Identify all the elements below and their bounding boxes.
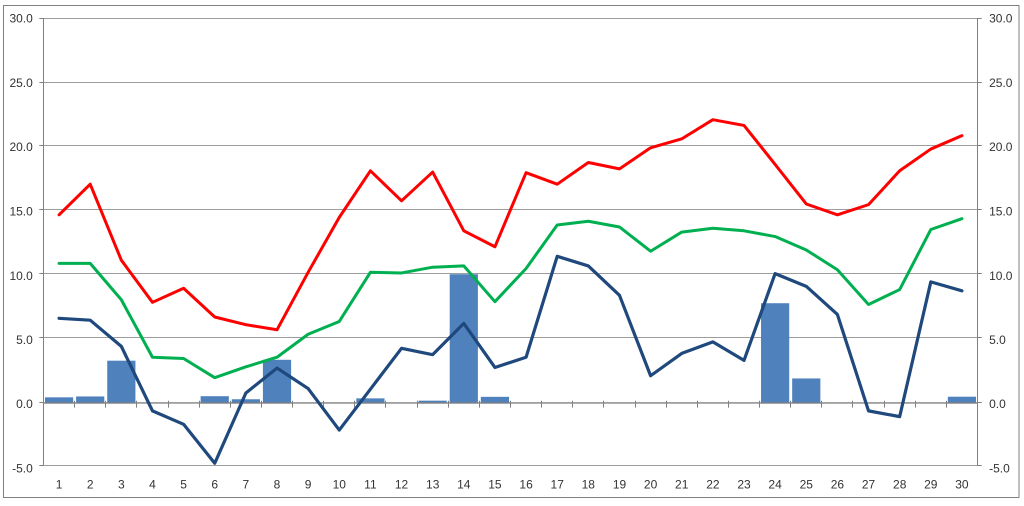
svg-text:13: 13 bbox=[426, 477, 440, 491]
svg-text:25.0: 25.0 bbox=[9, 76, 33, 90]
svg-text:5.0: 5.0 bbox=[989, 333, 1006, 347]
svg-text:5: 5 bbox=[180, 477, 187, 491]
svg-text:14: 14 bbox=[457, 477, 471, 491]
svg-text:29: 29 bbox=[924, 477, 938, 491]
svg-text:11: 11 bbox=[364, 477, 377, 491]
svg-text:26: 26 bbox=[831, 477, 845, 491]
svg-text:6: 6 bbox=[211, 477, 218, 491]
svg-text:30.0: 30.0 bbox=[989, 12, 1013, 26]
svg-text:30: 30 bbox=[955, 477, 969, 491]
svg-text:10: 10 bbox=[333, 477, 347, 491]
svg-text:3: 3 bbox=[118, 477, 125, 491]
svg-text:16: 16 bbox=[519, 477, 533, 491]
svg-text:22: 22 bbox=[706, 477, 720, 491]
svg-text:25.0: 25.0 bbox=[989, 76, 1013, 90]
svg-text:0.0: 0.0 bbox=[16, 397, 33, 411]
svg-text:9: 9 bbox=[305, 477, 312, 491]
svg-text:15: 15 bbox=[488, 477, 502, 491]
svg-text:8: 8 bbox=[274, 477, 281, 491]
svg-text:5.0: 5.0 bbox=[16, 333, 33, 347]
svg-text:18: 18 bbox=[582, 477, 596, 491]
svg-text:-5.0: -5.0 bbox=[989, 462, 1010, 476]
svg-text:21: 21 bbox=[675, 477, 689, 491]
svg-text:20.0: 20.0 bbox=[9, 140, 33, 154]
svg-text:12: 12 bbox=[395, 477, 409, 491]
svg-text:24: 24 bbox=[768, 477, 782, 491]
svg-text:15.0: 15.0 bbox=[989, 205, 1013, 219]
svg-text:17: 17 bbox=[551, 477, 565, 491]
svg-text:4: 4 bbox=[149, 477, 156, 491]
svg-text:27: 27 bbox=[862, 477, 876, 491]
svg-text:7: 7 bbox=[243, 477, 250, 491]
svg-text:20: 20 bbox=[644, 477, 658, 491]
svg-text:19: 19 bbox=[613, 477, 627, 491]
svg-text:15.0: 15.0 bbox=[9, 205, 33, 219]
svg-text:23: 23 bbox=[737, 477, 751, 491]
svg-text:2: 2 bbox=[87, 477, 94, 491]
svg-text:10.0: 10.0 bbox=[9, 269, 33, 283]
svg-text:28: 28 bbox=[893, 477, 907, 491]
svg-text:25: 25 bbox=[800, 477, 814, 491]
svg-text:1: 1 bbox=[56, 477, 63, 491]
svg-text:20.0: 20.0 bbox=[989, 140, 1013, 154]
svg-text:30.0: 30.0 bbox=[9, 12, 33, 26]
svg-text:0.0: 0.0 bbox=[989, 397, 1006, 411]
svg-text:10.0: 10.0 bbox=[989, 269, 1013, 283]
svg-text:-5.0: -5.0 bbox=[12, 462, 33, 476]
